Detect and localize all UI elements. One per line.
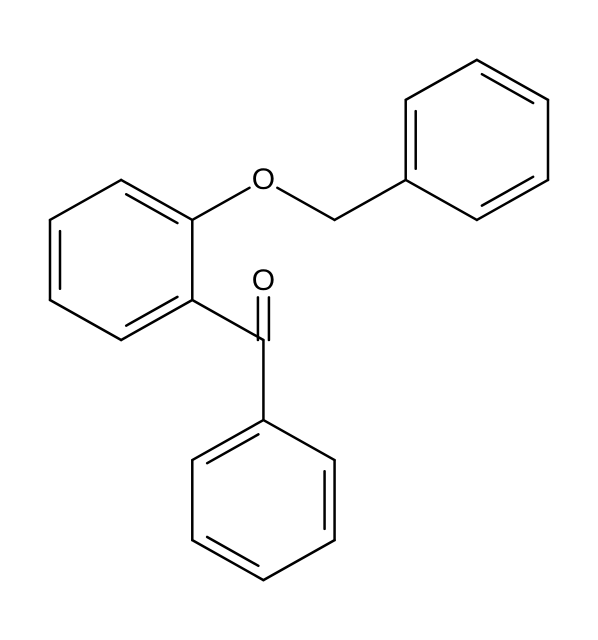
double-bond-outer: [477, 60, 548, 100]
single-bond: [263, 420, 334, 460]
single-bond: [335, 180, 406, 220]
single-bond: [192, 188, 249, 220]
single-bond: [192, 300, 263, 340]
single-bond: [277, 188, 334, 220]
single-bond: [406, 60, 477, 100]
single-bond: [263, 540, 334, 580]
double-bond-outer: [121, 180, 192, 220]
double-bond-outer: [121, 300, 192, 340]
single-bond: [50, 180, 121, 220]
atom-label-o: O: [252, 264, 275, 297]
single-bond: [50, 300, 121, 340]
molecule-diagram: OO: [0, 0, 598, 640]
double-bond-outer: [192, 540, 263, 580]
single-bond: [406, 180, 477, 220]
atom-label-o: O: [252, 163, 275, 196]
double-bond-outer: [192, 420, 263, 460]
double-bond-outer: [477, 180, 548, 220]
